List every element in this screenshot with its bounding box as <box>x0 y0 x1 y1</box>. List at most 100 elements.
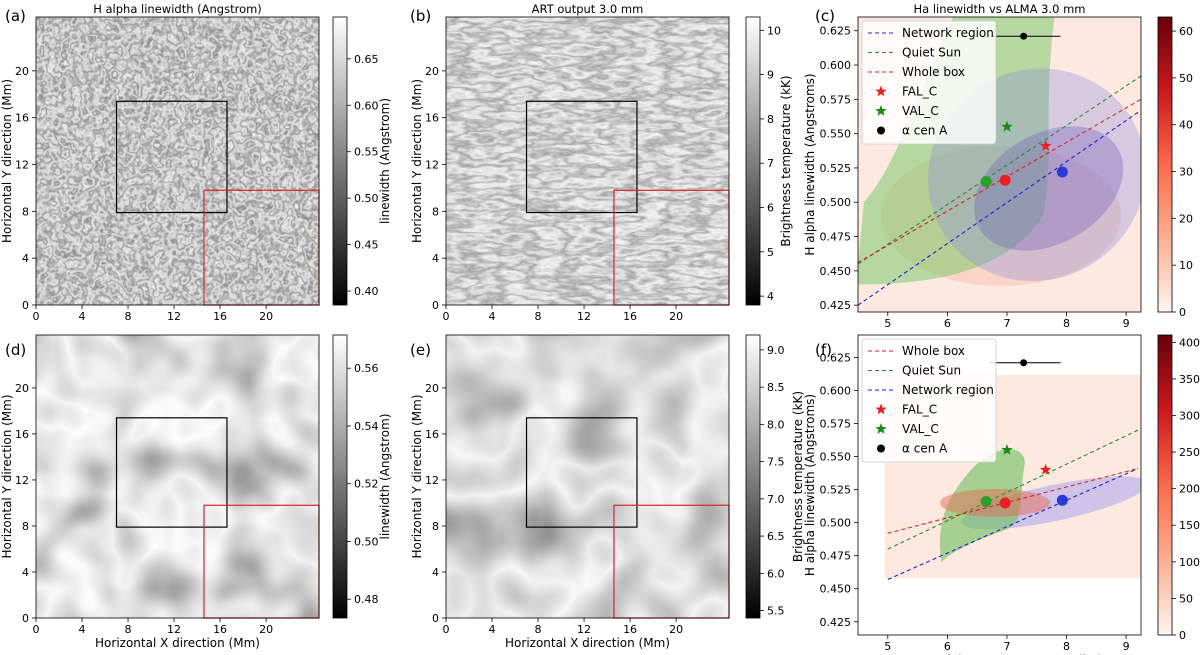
x-tick-label: 6 <box>944 640 951 653</box>
colorbar-c: 0 10 20 30 40 50 60 <box>1157 16 1193 319</box>
x-tick-label: 8 <box>1063 317 1070 330</box>
x-tick-label: 0 <box>33 623 40 636</box>
colorbar-gradient <box>332 334 348 619</box>
colorbar-label: linewidth (Angstrom) <box>378 98 392 224</box>
panel-label-f: (f) <box>815 341 832 359</box>
x-tick-label: 4 <box>79 310 86 323</box>
colorbar-tick-label: 9.0 <box>767 344 785 357</box>
legend-entry: Whole box <box>902 344 965 358</box>
colorbar-gradient <box>745 16 761 306</box>
y-axis-label: H alpha linewidth (Angstroms) <box>803 394 817 576</box>
x-axis-label: Horizontal X direction (Mm) <box>505 636 670 650</box>
marker-network-region-mean <box>1056 494 1068 506</box>
fit-line-network-region <box>887 467 1139 580</box>
x-tick-label: 20 <box>669 623 683 636</box>
network-contour-inner <box>974 126 1124 251</box>
colorbar-tick-label: 400 <box>1179 336 1200 349</box>
x-tick-label: 8 <box>125 310 132 323</box>
x-tick-label: 12 <box>577 310 591 323</box>
legend-entry: Network region <box>902 383 994 397</box>
colorbar-tick-label: 250 <box>1179 446 1200 459</box>
y-tick-label: 12 <box>15 474 29 487</box>
whole-box-core <box>940 488 1051 517</box>
colorbar-tick-label: 0.56 <box>354 362 379 375</box>
colorbar-tick-label: 10 <box>767 24 781 37</box>
y-tick-label: 16 <box>425 428 439 441</box>
y-tick-label: 4 <box>22 252 29 265</box>
legend-entry: VAL_C <box>902 422 939 436</box>
legend-swatch <box>875 403 887 415</box>
colorbar-tick-label: 6 <box>767 202 774 215</box>
colorbar-label: Brightness temperature (kK) <box>791 391 805 562</box>
y-tick-label: 0.550 <box>820 451 852 464</box>
panel-f: 5 6 7 8 9 0.425 0.450 0.475 0.500 0.525 0.550 0.575… <box>803 334 1142 655</box>
legend-entry: Quiet Sun <box>902 364 961 378</box>
y-tick-label: 16 <box>15 112 29 125</box>
marker-quiet-sun-mean <box>980 496 992 508</box>
axes-frame <box>35 334 320 619</box>
axes-frame <box>35 16 320 306</box>
x-tick-label: 0 <box>443 310 450 323</box>
y-axis-label: H alpha linewidth (Angstroms) <box>803 73 817 255</box>
x-tick-label: 8 <box>125 623 132 636</box>
legend-entry: VAL_C <box>902 104 939 118</box>
region-box-black <box>115 100 228 214</box>
colorbar-tick-label: 50 <box>1179 592 1193 605</box>
x-tick-label: 16 <box>623 623 637 636</box>
axes-frame <box>445 334 730 619</box>
colorbar-tick-label: 4 <box>767 290 774 303</box>
marker-whole-box-mean <box>999 497 1011 509</box>
legend: Network region Quiet Sun Whole box FAL_C VAL… <box>861 20 997 145</box>
y-tick-label: 4 <box>22 566 29 579</box>
y-tick-label: 0.625 <box>820 25 852 38</box>
colorbar-tick-label: 7.5 <box>767 456 785 469</box>
heatmap-image <box>446 17 729 305</box>
axes-frame <box>445 16 730 306</box>
x-tick-label: 4 <box>79 623 86 636</box>
colorbar-gradient <box>332 16 348 306</box>
x-tick-label: 7 <box>1003 317 1010 330</box>
x-tick-label: 16 <box>213 310 227 323</box>
x-axis-label: Horizontal X direction (Mm) <box>95 636 260 650</box>
y-tick-label: 12 <box>425 159 439 172</box>
colorbar-tick-label: 8.5 <box>767 381 785 394</box>
colorbar-tick-label: 8 <box>767 113 774 126</box>
colorbar-tick-label: 200 <box>1179 483 1200 496</box>
y-tick-label: 16 <box>425 112 439 125</box>
y-tick-label: 12 <box>425 474 439 487</box>
colorbar-d: 0.48 0.50 0.52 0.54 0.56 linewidth (Angstrom) <box>332 334 392 619</box>
axes-frame <box>857 334 1142 636</box>
colorbar-label: Brightness temperature (kK) <box>779 75 793 246</box>
legend-entry: α cen A <box>902 442 948 456</box>
x-tick-label: 0 <box>443 623 450 636</box>
x-tick-label: 8 <box>535 310 542 323</box>
marker-fal-c <box>1039 463 1052 475</box>
legend-entry: Network region <box>902 26 994 40</box>
legend-box <box>861 20 997 145</box>
y-tick-label: 0 <box>22 612 29 625</box>
panel-c: 5 6 7 8 9 0.425 0.450 0.475 0.500 0.525 0.550 0.575… <box>803 2 1142 330</box>
marker-quiet-sun-mean <box>980 176 992 188</box>
colorbar-gradient <box>745 334 761 619</box>
legend-entry: FAL_C <box>902 403 937 417</box>
colorbar-tick-label: 10 <box>1179 259 1193 272</box>
y-tick-label: 8 <box>432 520 439 533</box>
panel-label-c: (c) <box>815 7 835 25</box>
legend-swatch <box>877 126 885 135</box>
legend-entry: Quiet Sun <box>902 46 961 60</box>
colorbar-tick-label: 20 <box>1179 212 1193 225</box>
colorbar-gradient <box>1157 16 1173 313</box>
x-tick-label: 20 <box>259 623 273 636</box>
marker-val-c <box>1001 120 1013 132</box>
legend-swatch <box>875 423 887 434</box>
x-axis-label: ALMA Brightness Temperature(kK) <box>897 653 1102 655</box>
x-tick-label: 5 <box>884 640 891 653</box>
x-tick-label: 20 <box>259 310 273 323</box>
panel-label-d: (d) <box>5 341 26 359</box>
fit-line-whole-box <box>887 467 1139 534</box>
y-tick-label: 20 <box>15 382 29 395</box>
y-tick-label: 20 <box>425 65 439 78</box>
y-tick-label: 12 <box>15 159 29 172</box>
colorbar-tick-label: 0.60 <box>354 99 379 112</box>
colorbar-tick-label: 7 <box>767 157 774 170</box>
